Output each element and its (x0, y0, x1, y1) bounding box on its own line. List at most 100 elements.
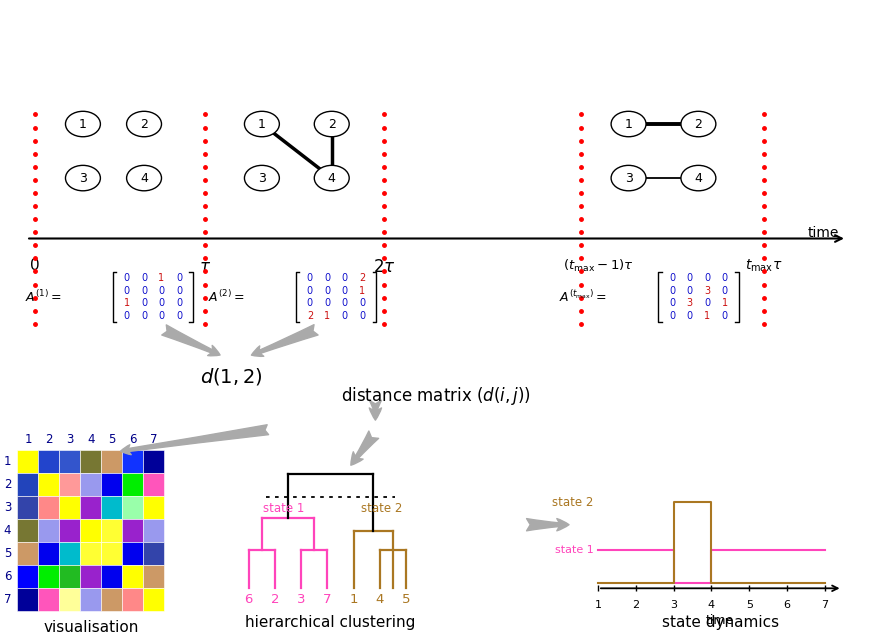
Text: 0: 0 (721, 311, 728, 321)
Bar (38, 588, 59, 611)
Text: 0: 0 (158, 298, 165, 308)
Bar (80, 496, 101, 519)
Text: 3: 3 (686, 298, 693, 308)
Text: 1: 1 (721, 298, 728, 308)
Bar (59, 588, 80, 611)
Text: 2: 2 (632, 600, 639, 610)
Bar (80, 542, 101, 565)
Bar (59, 450, 80, 473)
Text: 1: 1 (704, 311, 711, 321)
Circle shape (244, 165, 279, 191)
Bar (143, 473, 164, 496)
Text: 0: 0 (123, 311, 130, 321)
Text: 0: 0 (669, 273, 676, 283)
Text: 0: 0 (175, 298, 182, 308)
Text: state 1: state 1 (555, 545, 594, 555)
Circle shape (681, 111, 716, 137)
Text: 0: 0 (30, 258, 40, 273)
Text: 1: 1 (3, 455, 11, 468)
Bar (101, 565, 122, 588)
Bar (143, 565, 164, 588)
Text: 0: 0 (359, 298, 366, 308)
Text: 0: 0 (669, 298, 676, 308)
Text: 4: 4 (694, 172, 703, 184)
Text: 3: 3 (670, 600, 677, 610)
Bar (122, 565, 143, 588)
Text: $A^{(1)}=$: $A^{(1)}=$ (24, 289, 61, 305)
Text: 0: 0 (686, 273, 693, 283)
Text: 3: 3 (4, 501, 11, 514)
Text: 2: 2 (306, 311, 313, 321)
Circle shape (127, 165, 162, 191)
Text: 5: 5 (108, 433, 115, 446)
Text: 1: 1 (324, 311, 331, 321)
Bar (80, 519, 101, 542)
Text: 0: 0 (141, 311, 148, 321)
Bar (59, 473, 80, 496)
Text: state 2: state 2 (361, 502, 402, 515)
Text: state dynamics: state dynamics (662, 614, 779, 630)
Bar (59, 565, 80, 588)
Bar (122, 473, 143, 496)
Text: 2: 2 (3, 478, 11, 491)
Text: 1: 1 (595, 600, 601, 610)
Bar (101, 519, 122, 542)
Bar (59, 496, 80, 519)
Bar (143, 542, 164, 565)
Text: 4: 4 (87, 433, 94, 446)
Text: 4: 4 (140, 172, 148, 184)
Text: 0: 0 (141, 273, 148, 283)
Text: state 1: state 1 (263, 502, 305, 515)
Bar (17, 542, 38, 565)
Text: hierarchical clustering: hierarchical clustering (245, 614, 416, 630)
Text: 0: 0 (704, 298, 711, 308)
Text: 2: 2 (271, 593, 279, 606)
Text: 0: 0 (175, 286, 182, 296)
Bar (101, 473, 122, 496)
Text: 3: 3 (624, 172, 633, 184)
Text: 0: 0 (306, 273, 313, 283)
Text: 3: 3 (258, 172, 266, 184)
Bar (80, 450, 101, 473)
Text: 0: 0 (341, 273, 348, 283)
Bar (17, 588, 38, 611)
Text: distance matrix $(d(i,j))$: distance matrix $(d(i,j))$ (341, 385, 532, 407)
Bar (101, 450, 122, 473)
Circle shape (127, 111, 162, 137)
Bar (143, 519, 164, 542)
Text: 0: 0 (721, 286, 728, 296)
Bar (80, 565, 101, 588)
Text: 4: 4 (3, 524, 11, 537)
Text: 1: 1 (359, 286, 366, 296)
Text: time: time (706, 614, 734, 626)
Text: 1: 1 (258, 118, 266, 130)
Bar (38, 473, 59, 496)
Text: $A^{(t_{\mathrm{max}})}=$: $A^{(t_{\mathrm{max}})}=$ (559, 289, 607, 305)
Text: 2: 2 (327, 118, 336, 130)
Text: time: time (808, 226, 839, 240)
Bar (122, 588, 143, 611)
Bar (38, 450, 59, 473)
Bar (59, 519, 80, 542)
Text: 2: 2 (45, 433, 52, 446)
Circle shape (611, 111, 646, 137)
Text: 3: 3 (704, 286, 711, 296)
Text: $2\tau$: $2\tau$ (373, 258, 395, 275)
Bar (143, 496, 164, 519)
Text: 6: 6 (244, 593, 253, 606)
Circle shape (611, 165, 646, 191)
Text: 0: 0 (324, 273, 331, 283)
Text: 0: 0 (175, 311, 182, 321)
Text: 6: 6 (784, 600, 791, 610)
Text: 0: 0 (669, 286, 676, 296)
Bar (143, 450, 164, 473)
Text: $t_{\mathrm{max}}\tau$: $t_{\mathrm{max}}\tau$ (746, 258, 782, 274)
Text: 1: 1 (349, 593, 358, 606)
Bar (17, 450, 38, 473)
Circle shape (65, 165, 100, 191)
Text: $(t_{\mathrm{max}}-1)\tau$: $(t_{\mathrm{max}}-1)\tau$ (562, 258, 634, 273)
Bar (122, 496, 143, 519)
Text: 0: 0 (669, 311, 676, 321)
Bar (17, 565, 38, 588)
Text: 7: 7 (3, 593, 11, 605)
